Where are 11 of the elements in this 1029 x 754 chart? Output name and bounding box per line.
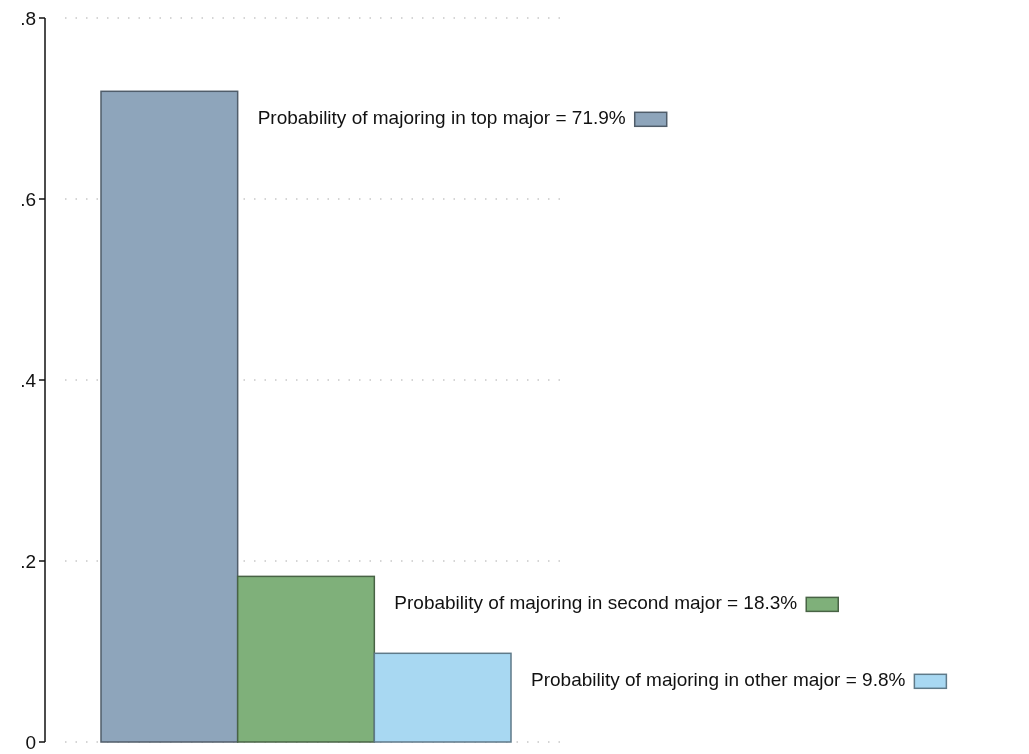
y-tick-label: .2 [20,550,36,572]
legend-label: Probability of majoring in other major = 9.8% [531,669,906,691]
y-tick-label: 0 [25,731,36,753]
bar [100,90,239,743]
y-tick-label: .4 [20,369,37,391]
legend-label: Probability of majoring in top major = 71.9% [257,107,626,129]
bar [373,652,512,743]
bar [236,575,376,743]
y-tick-label: .8 [20,7,36,29]
y-tick-label: .6 [20,188,36,210]
legend-label: Probability of majoring in second major = 18.3% [394,592,798,614]
